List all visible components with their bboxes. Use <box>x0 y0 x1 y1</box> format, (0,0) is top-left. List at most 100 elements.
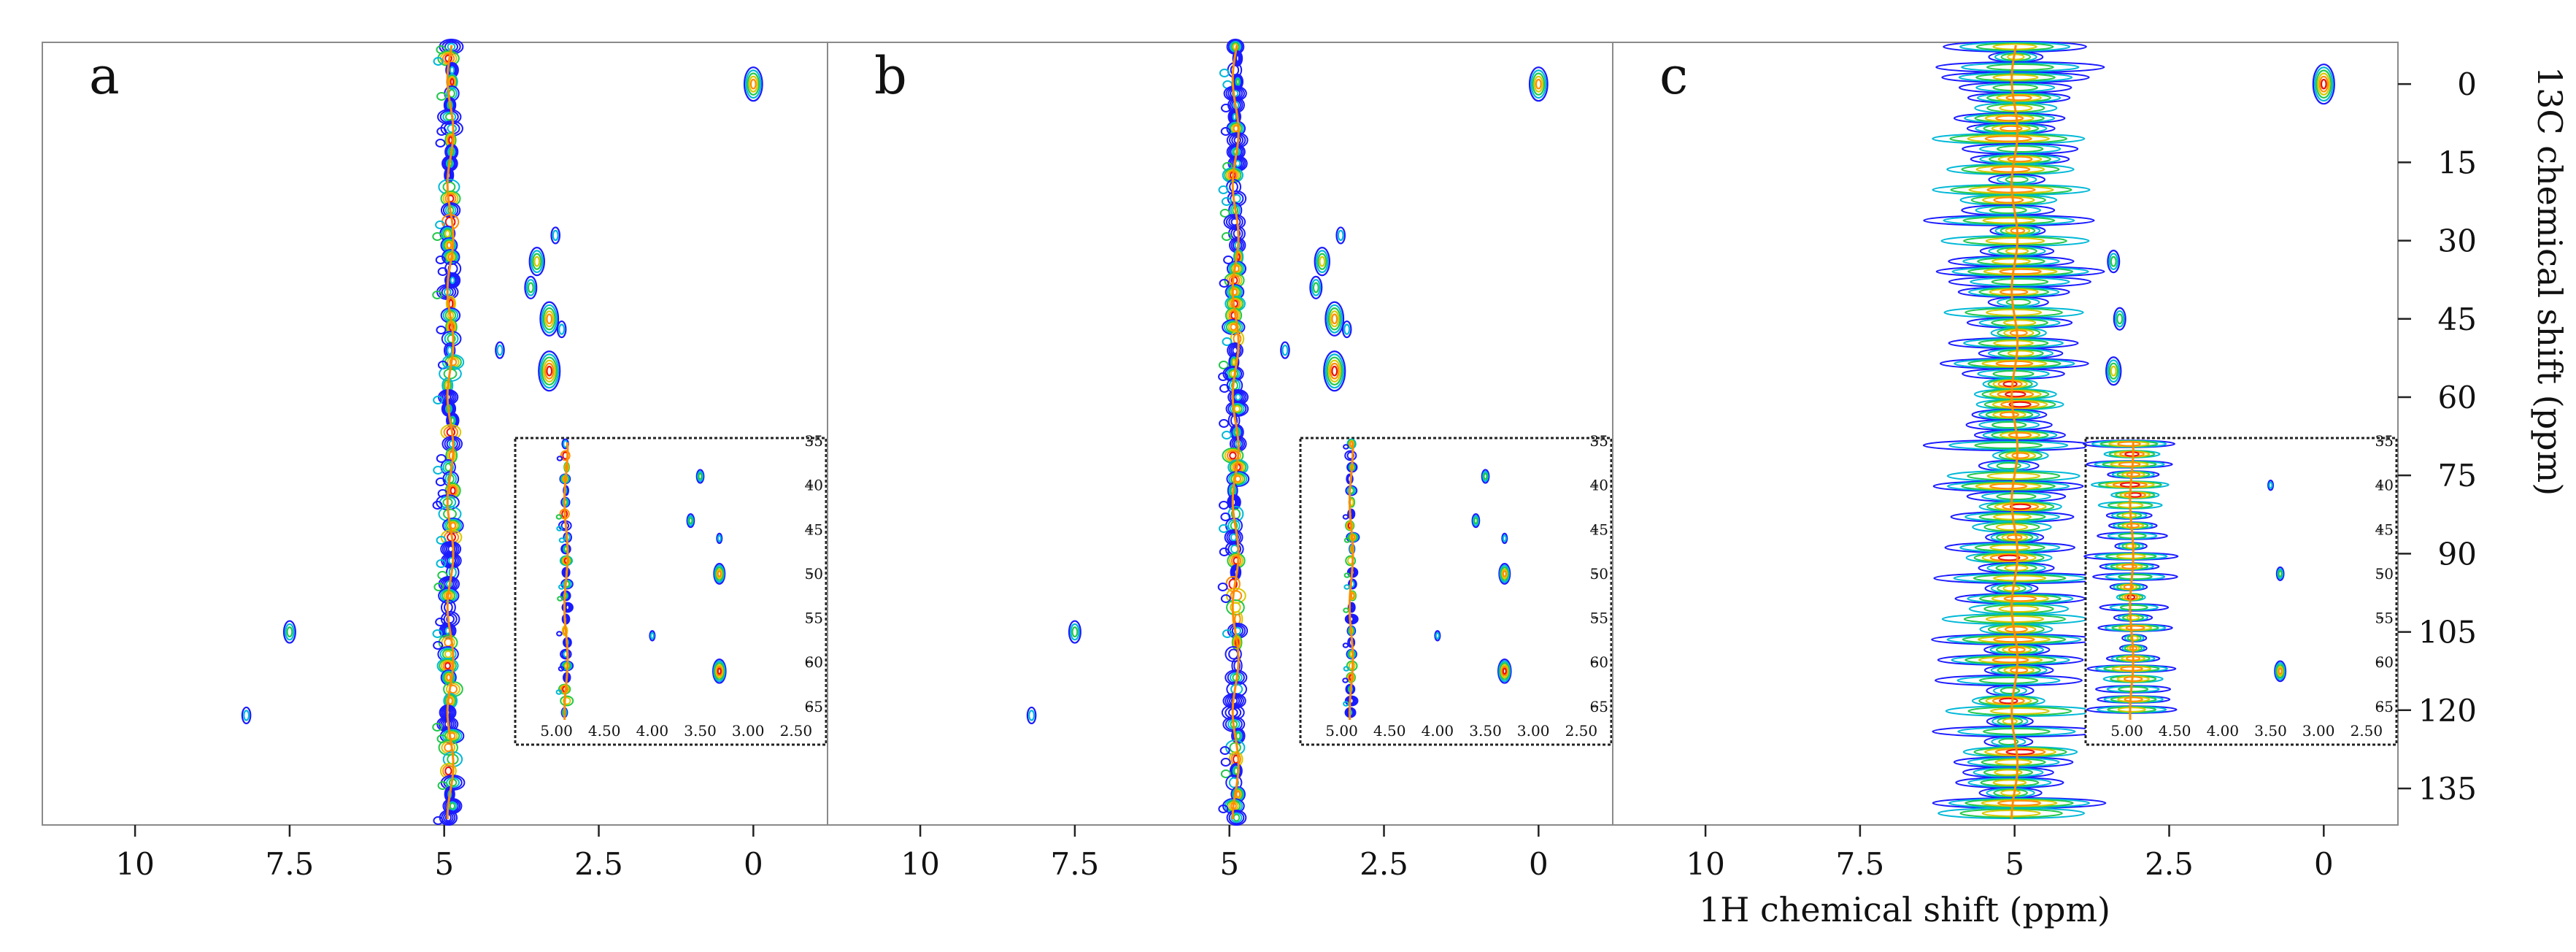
ridge-contour <box>2116 553 2146 559</box>
contour-ring <box>524 275 538 299</box>
ridge-contour <box>1958 72 2073 82</box>
contour-ring <box>1502 667 1507 675</box>
ridge-contour <box>1235 791 1241 798</box>
contour-ring <box>1532 72 1546 96</box>
ridge-contour <box>556 631 563 637</box>
cross-peak <box>1068 620 1081 644</box>
contour-ring <box>2267 479 2275 491</box>
ridge-contour <box>1993 196 2024 204</box>
contour-ring <box>1498 563 1511 585</box>
ridge-contour <box>1226 599 1245 615</box>
contour-ring <box>546 313 553 325</box>
inset-x-tick-label: 5.00 <box>1325 722 1358 740</box>
ridge-contour <box>1974 543 2045 552</box>
x-tick-label: 2.5 <box>2145 846 2194 882</box>
ridge-contour <box>444 229 451 238</box>
contour-ring <box>538 350 561 392</box>
ridge-contour <box>2002 380 2018 388</box>
cross-peak <box>538 350 561 392</box>
ridge-contour <box>561 649 571 659</box>
ridge-contour <box>1943 215 2075 226</box>
ridge-contour <box>447 345 453 356</box>
ridge-contour <box>444 650 452 659</box>
ridge-contour <box>1986 64 2054 71</box>
ridge-contour <box>436 326 447 334</box>
inset-x-tick-label: 4.50 <box>588 722 621 740</box>
ridge-contour <box>1997 584 2027 593</box>
x-tick-label: 0 <box>744 846 763 882</box>
ridge-contour <box>443 508 457 520</box>
contour-ring <box>1528 66 1549 102</box>
inset-frame <box>2084 437 2398 746</box>
contour-ring <box>2107 359 2121 383</box>
cross-peak <box>1528 66 1549 102</box>
ridge-contour <box>2008 431 2032 439</box>
ridge-contour <box>433 641 444 650</box>
ridge-contour <box>1993 339 2034 347</box>
contour-ring <box>1026 706 1037 725</box>
contour-ring <box>1317 253 1327 270</box>
ridge-contour <box>1219 279 1230 288</box>
contour-ring <box>550 226 561 245</box>
contour-ring <box>1434 630 1441 642</box>
ridge-contour <box>446 674 452 681</box>
inset-x-tick-label: 3.50 <box>1469 722 1502 740</box>
ridge-contour <box>1985 615 2044 623</box>
contour-ring <box>1311 279 1322 296</box>
contour-ring <box>1335 226 1346 245</box>
ridge-contour <box>2121 564 2137 569</box>
ridge-contour <box>1956 675 2061 686</box>
contour-ring <box>539 353 560 389</box>
ridge-contour <box>2005 391 2027 398</box>
contour-ring <box>530 250 544 274</box>
contour-ring <box>1312 282 1319 293</box>
ridge-contour <box>1220 104 1231 112</box>
contour-ring <box>2274 660 2287 683</box>
inset-y-tick-label: 55 <box>805 610 823 627</box>
ridge-contour <box>1977 257 2045 266</box>
ridge-contour <box>2005 299 2031 306</box>
ridge-contour <box>560 695 574 707</box>
y-tick-label: 135 <box>2418 771 2477 807</box>
ridge-contour <box>2129 635 2139 641</box>
ridge-contour <box>565 604 570 611</box>
ridge-contour <box>1973 767 2044 778</box>
ridge-contour <box>556 456 563 461</box>
ridge-contour <box>1343 584 1350 590</box>
ridge-contour <box>1992 74 2039 81</box>
contour-ring <box>556 320 567 339</box>
ridge-contour <box>1233 729 1244 743</box>
ridge-contour <box>1218 185 1229 194</box>
ridge-contour <box>1230 473 1246 485</box>
x-tick-label: 7.5 <box>1835 846 1884 882</box>
ridge-contour <box>1981 491 2051 502</box>
ridge-contour <box>1997 799 2042 807</box>
ridge-contour <box>435 139 446 147</box>
ridge-contour <box>1346 696 1357 706</box>
contour-ring <box>698 472 703 480</box>
contour-ring <box>1500 567 1509 581</box>
ridge-contour <box>1228 472 1248 486</box>
ridge-contour <box>435 256 446 264</box>
ridge-contour <box>1967 757 2060 767</box>
ridge-contour <box>1993 686 2027 696</box>
cross-peak <box>2105 356 2122 386</box>
ridge-contour <box>1220 127 1231 136</box>
ridge-contour <box>444 662 451 669</box>
inset-peak <box>686 513 695 529</box>
ridge-contour <box>2002 319 2037 326</box>
ridge-contour <box>1991 318 2048 327</box>
contour-ring <box>1502 570 1507 577</box>
ridge-contour <box>1983 604 2054 614</box>
contour-ring <box>1499 662 1510 680</box>
ridge-contour <box>1982 217 2036 224</box>
ridge-contour <box>2124 696 2143 702</box>
ridge-contour <box>438 740 458 756</box>
contour-ring <box>2275 664 2285 679</box>
ridge-contour <box>1983 522 2040 532</box>
ridge-contour <box>558 666 565 672</box>
contour-ring <box>2275 661 2286 680</box>
ridge-contour <box>446 412 460 429</box>
inset-peak <box>1471 513 1481 529</box>
